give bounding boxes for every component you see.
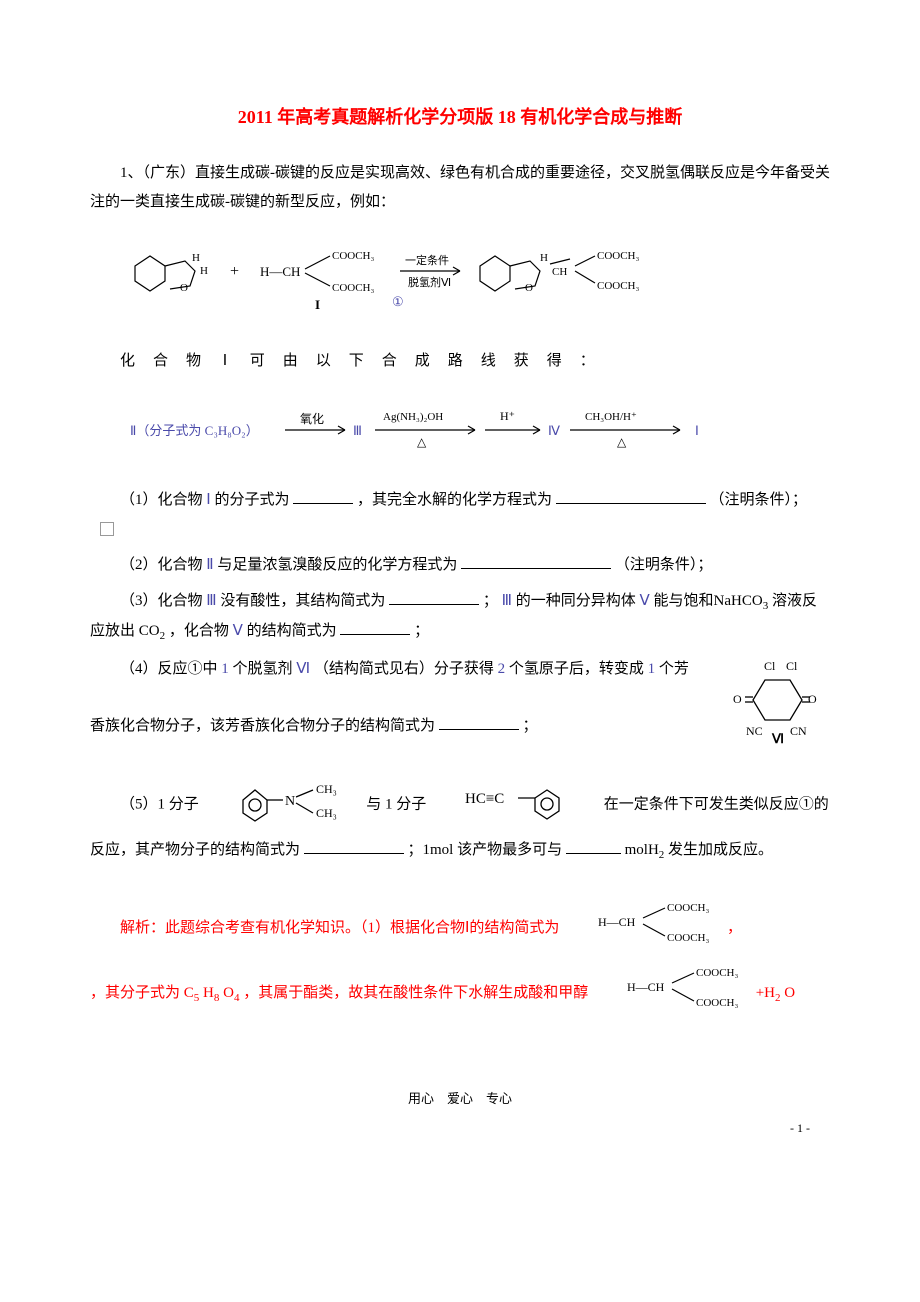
svg-text:Ⅲ: Ⅲ [353, 423, 362, 438]
svg-text:H: H [540, 252, 548, 264]
route-intro: 化合物 Ⅰ 可由以下合成路线获得： [90, 347, 830, 376]
question-1: （1）化合物 Ⅰ 的分子式为 ，其完全水解的化学方程式为 （注明条件）； [90, 486, 830, 543]
svg-text:Cl: Cl [764, 659, 776, 673]
svg-text:①: ① [392, 294, 404, 309]
svg-text:CH: CH [552, 266, 567, 278]
svg-text:NC: NC [746, 724, 763, 738]
svg-text:Cl: Cl [786, 659, 798, 673]
question-2: （2）化合物 Ⅱ 与足量浓氢溴酸反应的化学方程式为 （注明条件）； [90, 551, 830, 580]
svg-text:△: △ [617, 435, 627, 449]
svg-text:CH₃OH/H⁺: CH₃OH/H⁺ [585, 411, 637, 423]
svg-text:一定条件: 一定条件 [405, 253, 449, 267]
structure-compound-i-1: H—CH COOCH₃ COOCH₃ [563, 896, 723, 962]
structure-compound-i-2: H—CH COOCH₃ COOCH₃ [592, 961, 752, 1027]
analysis: 解析：此题综合考查有机化学知识。（1）根据化合物Ⅰ的结构简式为 H—CH COO… [90, 896, 830, 1027]
roman-I: Ⅰ [223, 353, 227, 369]
svg-text:O: O [733, 692, 742, 706]
svg-text:COOCH₃: COOCH₃ [332, 282, 375, 294]
svg-text:COOCH₃: COOCH₃ [696, 967, 739, 979]
svg-text:COOCH₃: COOCH₃ [332, 250, 375, 262]
svg-text:COOCH₃: COOCH₃ [597, 250, 640, 262]
reaction-scheme-1: H O H + H—CH COOCH₃ COOCH₃ I 一定条件 脱氢剂Ⅵ ①… [90, 231, 830, 332]
route-intro-left: 化合物 [120, 353, 219, 369]
svg-text:CH₃: CH₃ [316, 806, 337, 820]
svg-text:Ⅰ: Ⅰ [695, 423, 699, 438]
svg-text:HC≡C: HC≡C [465, 791, 504, 807]
document-title: 2011 年高考真题解析化学分项版 18 有机化学合成与推断 [90, 100, 830, 134]
question-5: （5）1 分子 N CH₃ CH₃ 与 1 分子 HC≡C 在一定条 [90, 775, 830, 865]
structure-alkyne: HC≡C [430, 778, 600, 834]
svg-text:Ⅱ（分子式为 C₃H₈O₂）: Ⅱ（分子式为 C₃H₈O₂） [130, 423, 259, 438]
svg-text:氧化: 氧化 [300, 412, 324, 426]
svg-text:CH₃: CH₃ [316, 782, 337, 796]
svg-text:O: O [808, 692, 817, 706]
svg-text:O: O [525, 282, 533, 294]
svg-text:COOCH₃: COOCH₃ [667, 902, 710, 914]
structure-amine: N CH₃ CH₃ [203, 775, 363, 836]
question-4: （4）反应①中 1 个脱氢剂 Ⅵ （结构简式见右）分子获得 2 个氢原子后，转变… [90, 655, 830, 756]
svg-text:△: △ [417, 435, 427, 449]
svg-text:COOCH₃: COOCH₃ [667, 932, 710, 944]
question-3: （3）化合物 Ⅲ 没有酸性，其结构简式为 ； Ⅲ 的一种同分异构体 Ⅴ 能与饱和… [90, 587, 830, 647]
svg-text:Ⅵ: Ⅵ [771, 731, 784, 745]
svg-text:COOCH₃: COOCH₃ [597, 280, 640, 292]
spacer [231, 353, 246, 369]
svg-text:I: I [315, 297, 320, 312]
svg-text:Ⅳ: Ⅳ [548, 423, 560, 438]
svg-text:N: N [285, 794, 295, 809]
svg-text:H—CH: H—CH [627, 980, 665, 994]
route-intro-right: 可由以下合成路线获得： [250, 353, 613, 369]
svg-text:O: O [180, 282, 188, 294]
svg-text:Ag(NH₃)₂OH: Ag(NH₃)₂OH [383, 411, 443, 423]
svg-text:COOCH₃: COOCH₃ [696, 997, 739, 1009]
page-footer: 用心 爱心 专心 [90, 1087, 830, 1112]
structure-vi: Cl Cl O O NC CN Ⅵ [700, 655, 830, 756]
page-number: - 1 - [90, 1117, 830, 1140]
synthesis-route: Ⅱ（分子式为 C₃H₈O₂） 氧化 Ⅲ Ag(NH₃)₂OH △ H⁺ Ⅳ CH… [90, 390, 830, 471]
intro-paragraph: 1、（广东）直接生成碳-碳键的反应是实现高效、绿色有机合成的重要途径，交叉脱氢偶… [90, 159, 830, 216]
svg-text:H—CH: H—CH [260, 264, 300, 279]
svg-text:H—CH: H—CH [598, 915, 636, 929]
svg-text:H: H [200, 265, 208, 277]
svg-text:CN: CN [790, 724, 807, 738]
svg-text:H: H [192, 252, 200, 264]
svg-text:H⁺: H⁺ [500, 409, 515, 423]
svg-text:脱氢剂Ⅵ: 脱氢剂Ⅵ [408, 275, 451, 289]
svg-text:+: + [230, 263, 239, 280]
